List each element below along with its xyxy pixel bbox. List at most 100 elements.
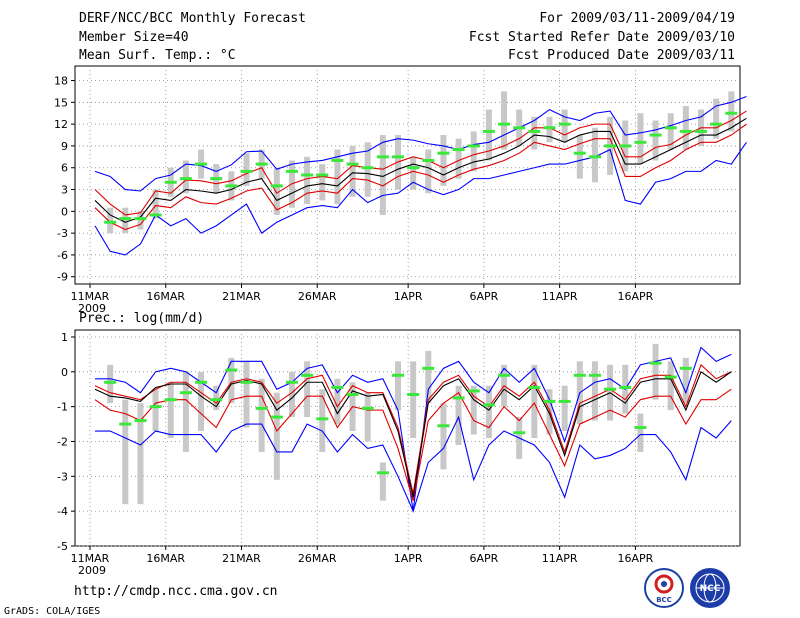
temp-spread-bar: [667, 113, 674, 150]
temp-ytick-label: 9: [61, 140, 68, 153]
precip-ytick-label: 0: [61, 366, 68, 379]
precip-year-label: 2009: [78, 564, 106, 577]
temp-spread-bar: [455, 138, 462, 179]
precip-spread-bar: [228, 357, 235, 404]
temp-ytick-label: -9: [57, 271, 68, 284]
precip-spread-bar: [288, 371, 295, 418]
precip-series-min: [95, 415, 732, 513]
temp-xtick-label: 11MAR: [71, 290, 110, 303]
precip-spread-bar: [364, 392, 371, 442]
temp-spread-bar: [107, 207, 114, 234]
temp-xtick-label: 21MAR: [222, 290, 261, 303]
precip-spread-bar: [485, 385, 492, 438]
temp-xtick-label: 16APR: [617, 290, 653, 303]
precip-xtick-label: 1APR: [394, 552, 423, 565]
temp-ytick-label: 18: [54, 75, 68, 88]
temp-spread-bar: [576, 135, 583, 179]
temp-ytick-label: 15: [54, 96, 68, 109]
precip-ytick-label: 1: [61, 331, 68, 344]
precip-spread-bar: [561, 385, 568, 432]
precip-spread-bar: [531, 364, 538, 438]
precip-spread-bar: [425, 350, 432, 404]
temp-xtick-label: 16MAR: [146, 290, 185, 303]
temp-spread-bar: [304, 156, 311, 205]
temp-spread-bar: [728, 91, 735, 132]
precip-spread-bar: [137, 403, 144, 505]
ncc-logo-text: NCC: [700, 584, 721, 594]
precip-spread-bar: [182, 371, 189, 452]
precip-spread-bar: [167, 382, 174, 438]
temp-series-mean-minus: [94, 123, 747, 231]
temp-spread-bar: [334, 149, 341, 205]
ncc-logo: NCC: [690, 568, 730, 608]
temp-spread-bar: [652, 120, 659, 161]
precip-series-mean-plus: [94, 363, 732, 494]
temp-series-max: [94, 96, 747, 192]
precip-spread-bar: [258, 378, 265, 452]
temp-spread-bar: [137, 211, 144, 230]
temp-xtick-label: 11APR: [542, 290, 578, 303]
temp-ytick-label: 12: [54, 118, 68, 131]
temp-spread-bar: [682, 105, 689, 150]
temp-spread-bar: [349, 145, 356, 197]
precip-ytick-label: -3: [57, 470, 68, 483]
temp-spread-bar: [243, 153, 250, 186]
precip-ytick-label: -2: [57, 435, 68, 448]
bcc-logo: BCC: [644, 568, 684, 608]
temp-spread-bar: [425, 149, 432, 194]
temp-ytick-label: 0: [61, 205, 68, 218]
temp-spread-bar: [637, 113, 644, 165]
precip-spread-bar: [107, 364, 114, 404]
precip-spread-bar: [304, 361, 311, 418]
precip-spread-bar: [379, 462, 386, 501]
temp-ytick-label: -6: [57, 249, 68, 262]
member-size-label: Member Size=40: [79, 30, 189, 45]
precip-xtick-label: 11MAR: [71, 552, 110, 565]
temp-spread-bar: [410, 156, 417, 190]
precip-xtick-label: 26MAR: [298, 552, 337, 565]
bcc-logo-text: BCC: [656, 596, 672, 604]
forecast-period: For 2009/03/11-2009/04/19: [539, 11, 735, 26]
precip-spread-bar: [334, 378, 341, 425]
variable-label: Mean Surf. Temp.: °C: [79, 48, 236, 63]
precip-spread-bar: [470, 385, 477, 435]
grads-credit: GrADS: COLA/IGES: [4, 606, 101, 617]
precip-ytick-label: -5: [57, 540, 68, 553]
precip-xtick-label: 11APR: [542, 552, 578, 565]
precip-spread-bar: [652, 343, 659, 400]
temp-spread-bar: [485, 109, 492, 161]
temp-spread-bar: [364, 142, 371, 197]
precip-spread-bar: [410, 361, 417, 438]
temp-series-min: [94, 141, 747, 256]
bcc-emblem-icon: BCC: [654, 574, 674, 604]
temp-xtick-label: 1APR: [394, 290, 423, 303]
temp-series-mean: [94, 117, 747, 223]
precip-spread-bar: [198, 371, 205, 432]
precip-spread-bar: [440, 403, 447, 470]
precip-spread-bar: [152, 389, 159, 432]
precip-spread-bar: [319, 389, 326, 452]
temp-ytick-label: -3: [57, 227, 68, 240]
precip-ytick-label: -1: [57, 401, 68, 414]
precip-spread-bar: [455, 385, 462, 445]
temp-xtick-label: 26MAR: [298, 290, 337, 303]
temp-spread-bar: [182, 160, 189, 194]
precip-series-mean: [94, 370, 732, 498]
precip-spread-bar: [546, 389, 553, 435]
temp-spread-bar: [273, 167, 280, 215]
temp-spread-bar: [470, 131, 477, 172]
temp-series-mean-plus: [94, 110, 747, 216]
precip-xtick-label: 6APR: [469, 552, 498, 565]
source-url[interactable]: http://cmdp.ncc.cma.gov.cn: [74, 584, 278, 599]
temp-spread-bar: [546, 116, 553, 143]
forecast-started-date: Fcst Started Refer Date 2009/03/10: [468, 30, 735, 45]
precip-spread-bar: [395, 361, 401, 411]
precip-xtick-label: 21MAR: [222, 552, 261, 565]
precip-spread-bar: [667, 361, 674, 411]
precip-spread-bar: [122, 399, 129, 505]
temp-spread-bar: [561, 109, 568, 143]
precip-spread-bar: [273, 392, 280, 480]
ncc-globe-icon: NCC: [695, 573, 725, 603]
forecast-produced-date: Fcst Produced Date 2009/03/11: [508, 48, 735, 63]
